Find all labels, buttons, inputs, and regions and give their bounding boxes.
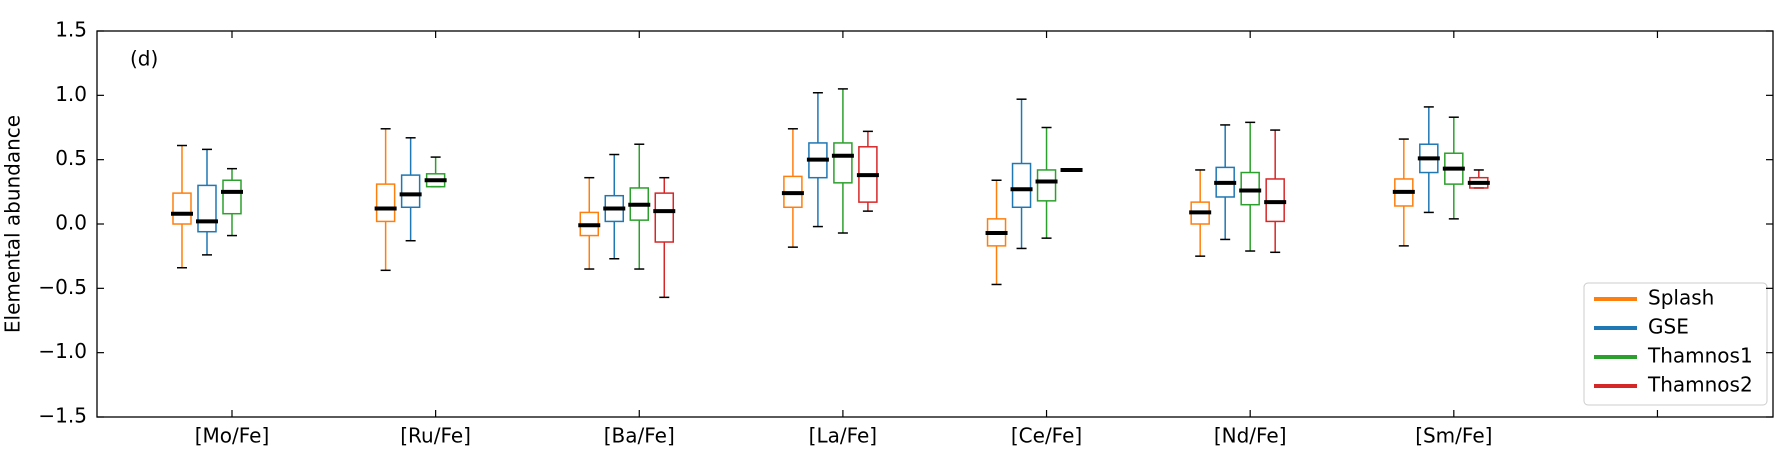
y-tick-label: 0.0 [55,211,87,235]
x-tick-label: [Nd/Fe] [1214,424,1287,448]
y-tick-label: 1.0 [55,82,87,106]
legend-label: Splash [1648,286,1714,310]
box [375,183,396,223]
y-tick-label: −1.5 [38,404,87,428]
box [654,192,675,243]
box [400,174,421,209]
x-tick-label: [Mo/Fe] [195,424,270,448]
x-tick-label: [Sm/Fe] [1415,424,1492,448]
y-tick-label: −0.5 [38,275,87,299]
x-tick-label: [Ru/Fe] [400,424,471,448]
annotation: (d) [130,47,158,71]
x-tick-label: [Ba/Fe] [604,424,675,448]
legend-box [1583,282,1768,406]
x-tick-label: [La/Fe] [809,424,877,448]
legend-label: GSE [1648,315,1689,339]
box [197,184,217,233]
y-tick-label: 1.5 [55,18,87,42]
x-tick-label: [Ce/Fe] [1011,424,1082,448]
box [1036,169,1057,202]
legend-label: Thamnos2 [1647,373,1753,397]
y-tick-label: 0.5 [55,146,87,170]
plot-frame [96,30,1774,418]
y-axis-label: Elemental abundance [1,115,25,333]
box [1011,162,1032,209]
box [172,192,192,225]
legend-label: Thamnos1 [1647,344,1753,368]
y-tick-label: −1.0 [38,339,87,363]
box [222,179,242,215]
box [833,142,853,184]
